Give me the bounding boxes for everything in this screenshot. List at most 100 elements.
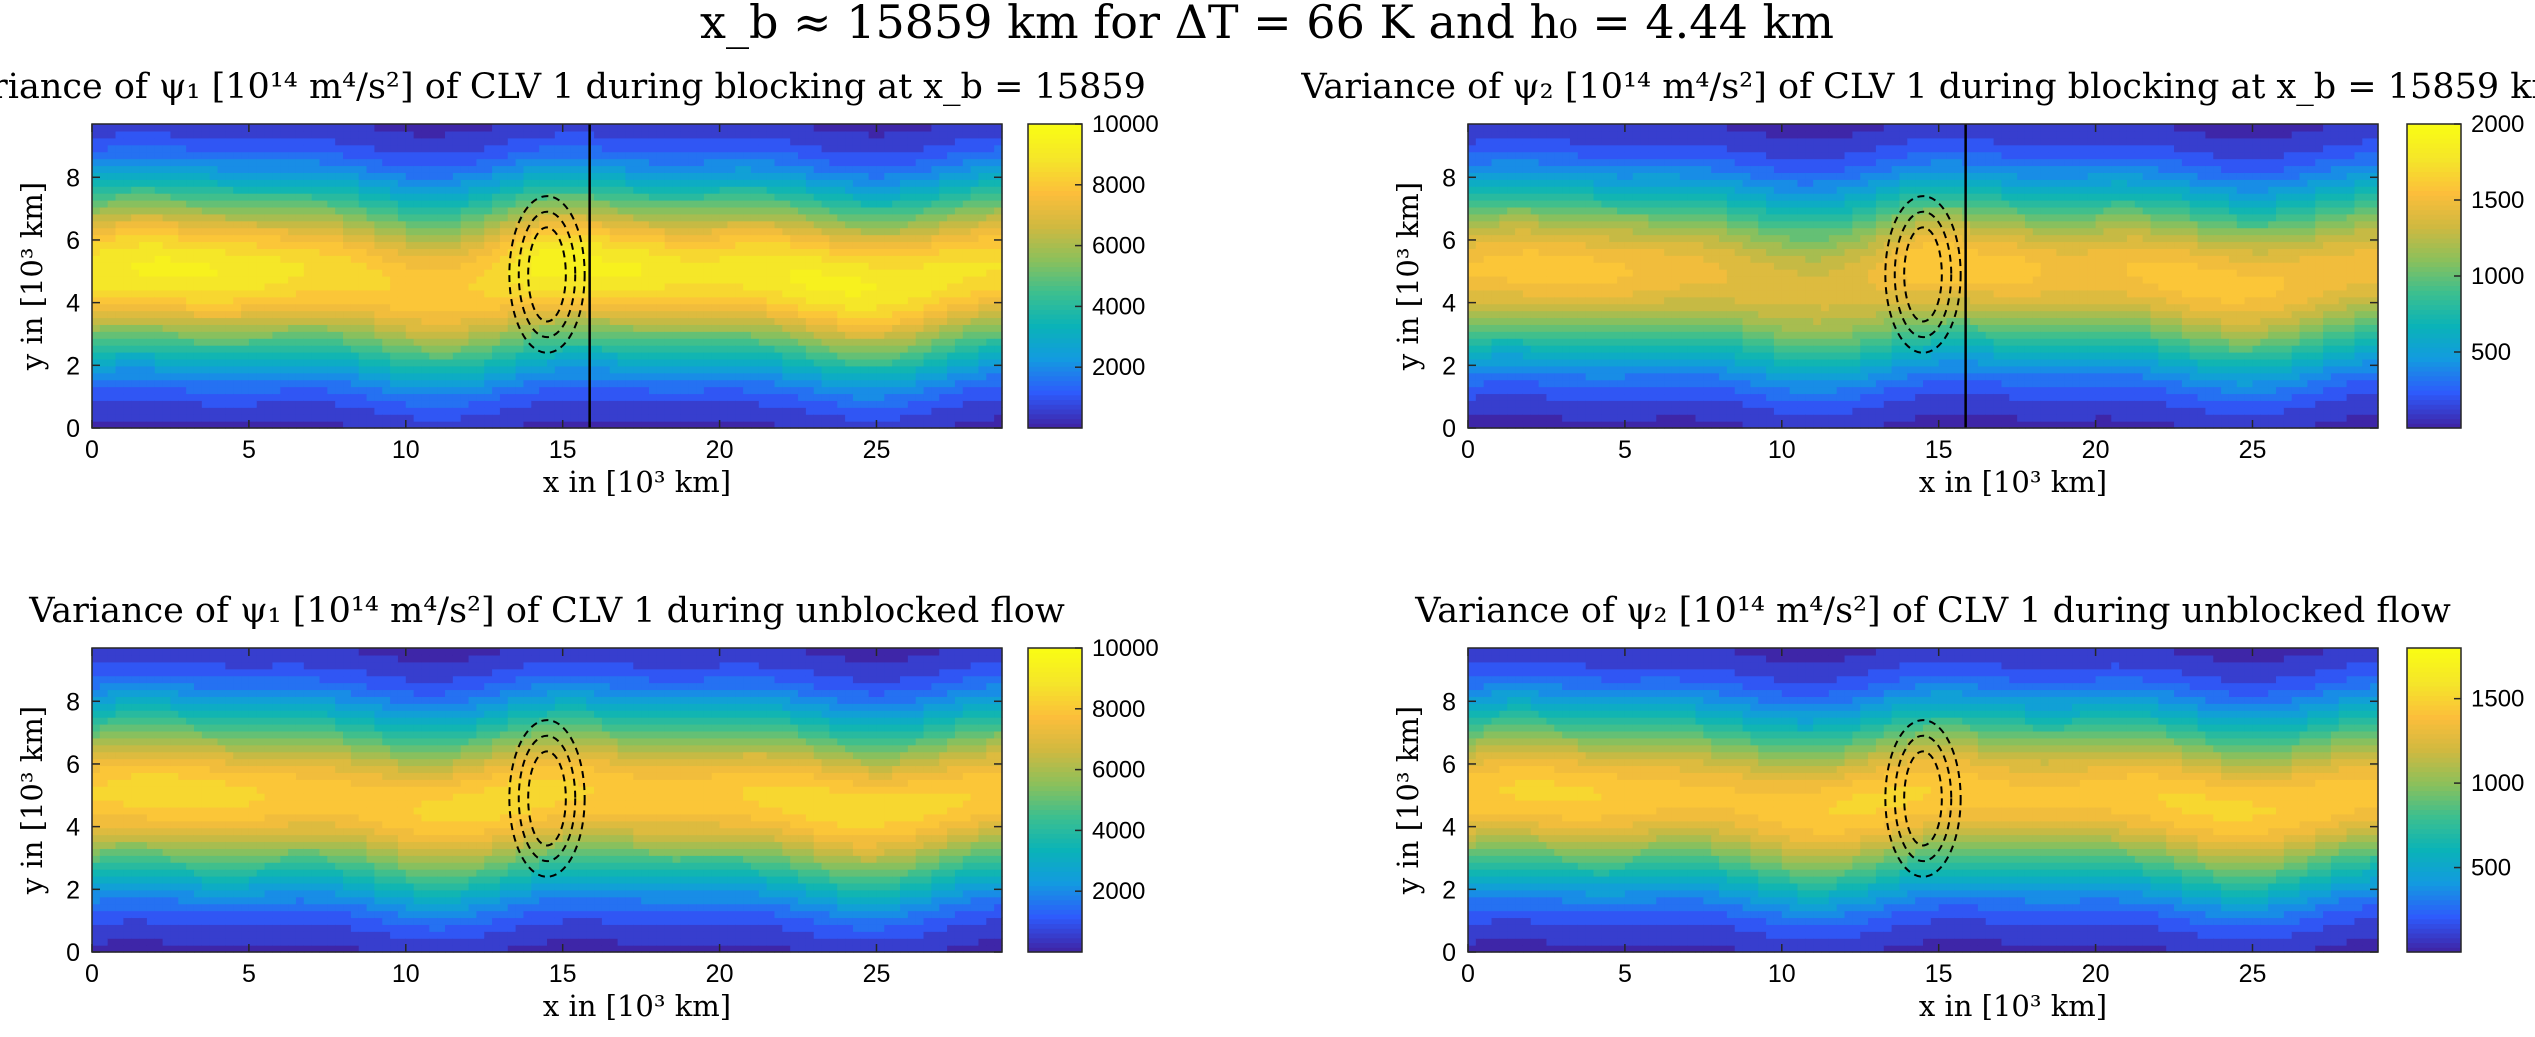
heatmap-cell [570,248,579,256]
heatmap-cell [594,200,603,208]
heatmap-cell [845,310,854,319]
heatmap-cell [743,248,752,256]
heatmap-cell [947,303,956,312]
heatmap-cell [272,289,281,298]
heatmap-cell [92,220,101,229]
heatmap-cell [225,130,234,139]
heatmap-cell [947,137,956,146]
heatmap-cell [758,186,768,194]
heatmap-cell [570,310,579,319]
heatmap-cell [743,289,752,298]
heatmap-cell [703,358,713,367]
heatmap-cell [625,124,634,132]
heatmap-cell [507,220,517,229]
heatmap-cell [484,144,493,153]
heatmap-cell [837,234,846,243]
heatmap-cell [578,186,587,194]
heatmap-cell [805,165,815,173]
heatmap-cell [617,151,627,160]
heatmap-cell [92,234,101,243]
heatmap-cell [648,282,658,291]
heatmap-cell [743,172,752,180]
heatmap-cell [798,338,807,346]
heatmap-cell [358,151,368,160]
heatmap-cell [476,296,485,305]
heatmap-cell [319,400,328,408]
heatmap-cell [735,269,744,277]
heatmap-cell [617,345,627,353]
heatmap-cell [468,310,477,319]
heatmap-cell [107,213,117,222]
heatmap-cell [758,400,768,408]
heatmap-cell [280,213,289,222]
heatmap-cell [656,248,666,256]
heatmap-cell [295,137,305,146]
heatmap-cell [641,317,650,325]
heatmap-cell [813,206,823,215]
heatmap-cell [139,137,148,146]
heatmap-cell [570,234,579,243]
heatmap-cell [829,234,838,243]
heatmap-cell [703,186,713,194]
heatmap-cell [782,144,791,153]
heatmap-cell [99,172,109,180]
heatmap-cell [123,186,132,194]
heatmap-cell [413,144,423,153]
heatmap-cell [178,234,187,243]
heatmap-cell [539,220,548,229]
heatmap-cell [233,269,242,277]
heatmap-cell [421,414,430,422]
heatmap-cell [233,331,242,339]
heatmap-cell [562,151,572,160]
heatmap-cell [131,165,140,173]
heatmap-cell [507,130,517,139]
heatmap-cell [735,324,744,332]
heatmap-cell [688,365,697,374]
heatmap-cell [452,338,462,346]
heatmap-cell [688,400,697,408]
heatmap-cell [798,248,807,256]
heatmap-cell [523,345,532,353]
heatmap-cell [272,331,281,339]
heatmap-cell [947,165,956,173]
heatmap-cell [311,137,321,146]
heatmap-cell [123,303,132,312]
heatmap-cell [343,393,352,401]
heatmap-cell [766,303,776,312]
heatmap-cell [382,372,391,381]
heatmap-cell [688,213,697,222]
heatmap-cell [798,296,807,305]
heatmap-cell [758,213,768,222]
heatmap-cell [539,317,548,325]
heatmap-cell [499,206,509,215]
heatmap-cell [774,248,783,256]
heatmap-cell [727,372,736,381]
heatmap-cell [209,255,219,263]
heatmap-cell [343,289,352,298]
heatmap-cell [656,393,666,401]
heatmap-cell [288,158,297,167]
heatmap-cell [413,262,423,270]
heatmap-cell [468,386,477,395]
heatmap-cell [648,372,658,381]
heatmap-cell [923,172,932,180]
heatmap-cell [562,365,572,374]
heatmap-cell [947,365,956,374]
heatmap-cell [594,158,603,167]
heatmap-cell [813,358,823,367]
heatmap-cell [374,172,383,180]
heatmap-cell [648,269,658,277]
heatmap-cell [405,324,415,332]
heatmap-cell [570,213,579,222]
heatmap-cell [288,172,297,180]
heatmap-cell [374,241,383,249]
heatmap-cell [437,213,446,222]
heatmap-cell [578,289,587,298]
heatmap-cell [703,158,713,167]
heatmap-cell [696,421,705,429]
heatmap-cell [421,158,430,167]
heatmap-cell [837,296,846,305]
heatmap-cell [154,421,164,429]
heatmap-cell [233,324,242,332]
heatmap-cell [672,379,681,388]
